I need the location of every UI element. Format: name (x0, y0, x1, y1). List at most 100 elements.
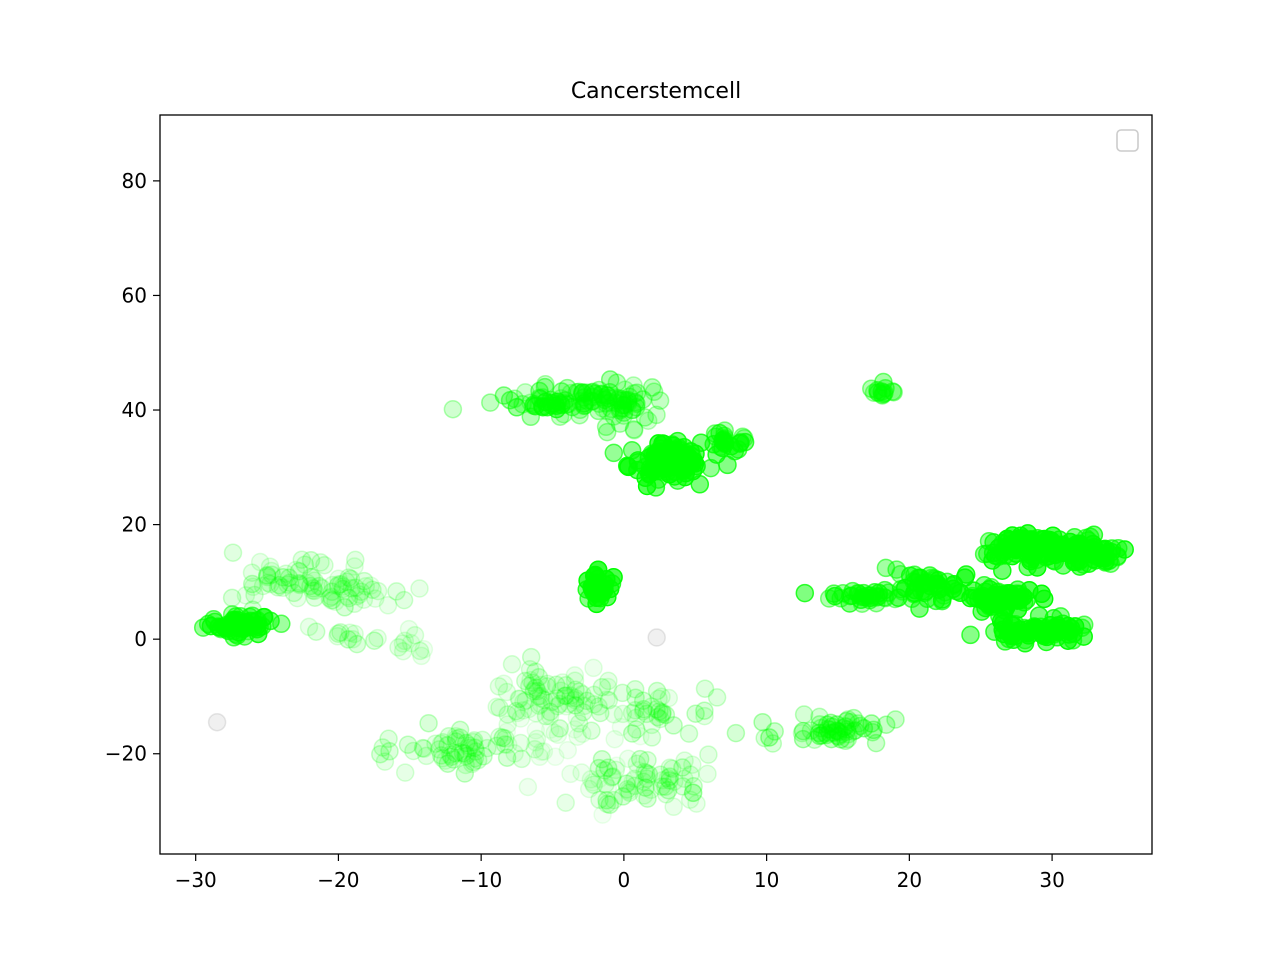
data-point (540, 702, 560, 722)
data-point (279, 568, 299, 588)
data-point (818, 719, 838, 739)
data-point (417, 746, 436, 766)
data-point (337, 572, 356, 592)
data-point (496, 729, 515, 748)
data-point (399, 619, 419, 639)
data-point (827, 721, 847, 740)
data-point (585, 384, 604, 404)
data-point (577, 691, 597, 711)
data-point (497, 722, 517, 742)
data-point (836, 717, 855, 736)
data-point (1096, 553, 1115, 572)
data-point (573, 724, 592, 744)
data-point (874, 384, 893, 404)
data-point (566, 696, 585, 715)
data-point (618, 749, 638, 768)
data-point (793, 729, 813, 749)
data-point (258, 566, 277, 585)
data-point (956, 565, 976, 584)
data-point (679, 724, 699, 743)
data-point (398, 735, 418, 754)
data-point (356, 576, 376, 596)
data-point (514, 701, 533, 720)
data-point (653, 770, 672, 790)
data-point (624, 421, 644, 440)
data-point (354, 590, 374, 609)
data-point (974, 576, 994, 595)
data-point (681, 765, 700, 784)
data-point (606, 388, 625, 407)
data-point (570, 405, 589, 425)
legend-box (1116, 129, 1139, 152)
data-point (329, 624, 348, 643)
data-point (644, 382, 664, 402)
data-point (1066, 552, 1086, 572)
data-point (619, 457, 638, 477)
data-point (526, 733, 545, 752)
data-point (404, 741, 423, 761)
data-point (556, 697, 576, 716)
data-point (526, 721, 546, 740)
data-point (598, 402, 617, 421)
data-point (840, 594, 859, 613)
data-point (595, 761, 614, 780)
data-point (333, 577, 353, 596)
data-point (695, 679, 715, 698)
data-point (546, 396, 566, 416)
data-point (605, 729, 624, 749)
data-point (222, 588, 242, 608)
data-point (601, 399, 621, 419)
y-tick-label: 80 (122, 169, 147, 193)
data-point (351, 582, 371, 601)
data-point (258, 573, 278, 593)
data-point (604, 443, 624, 463)
data-point (548, 725, 568, 745)
data-point (848, 714, 868, 733)
data-point (410, 579, 429, 598)
data-point (589, 394, 609, 413)
data-point (315, 555, 334, 575)
data-point (337, 587, 357, 606)
data-point (306, 622, 326, 641)
data-point (323, 575, 342, 595)
data-point (687, 794, 706, 813)
data-point (610, 401, 630, 420)
data-point (598, 778, 618, 798)
data-point (836, 731, 855, 751)
data-point (671, 452, 691, 472)
data-point (652, 777, 672, 796)
data-point (755, 728, 774, 748)
data-point (455, 764, 475, 783)
data-point (526, 703, 546, 723)
data-point (523, 673, 542, 692)
data-point (465, 749, 485, 768)
data-point (516, 383, 535, 402)
data-point (444, 750, 463, 769)
data-point (801, 721, 821, 740)
data-point (546, 675, 566, 695)
data-point (393, 634, 413, 653)
data-point (532, 742, 551, 761)
data-point (683, 755, 702, 774)
data-point (642, 697, 661, 716)
data-point (333, 579, 353, 599)
data-point (339, 588, 359, 608)
data-point (589, 401, 608, 421)
data-point (498, 735, 518, 754)
data-point (608, 390, 628, 410)
data-point (456, 744, 475, 764)
data-point (648, 707, 667, 727)
data-point (581, 770, 601, 789)
data-point (817, 725, 837, 745)
data-point (611, 717, 631, 737)
data-point (531, 689, 551, 708)
data-point (577, 391, 597, 410)
data-point (613, 399, 633, 418)
data-point (619, 392, 638, 411)
data-point (838, 729, 858, 749)
data-point (684, 777, 703, 796)
data-point (502, 655, 522, 674)
data-point (366, 589, 385, 608)
data-point (509, 689, 529, 708)
